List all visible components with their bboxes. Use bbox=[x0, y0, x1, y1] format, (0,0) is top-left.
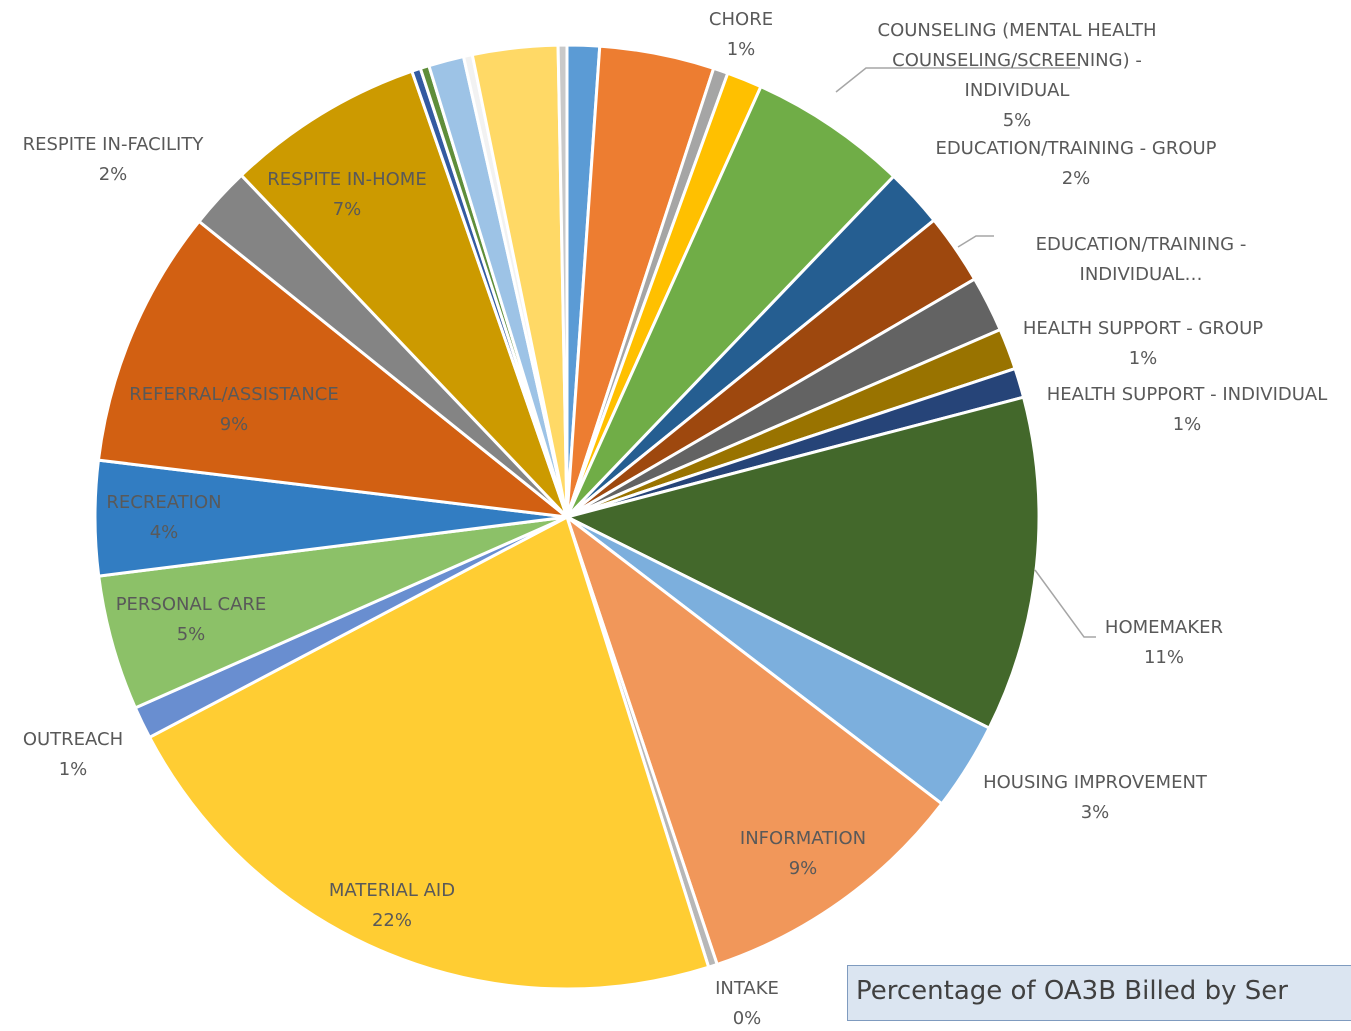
category-label: CHORE bbox=[708, 9, 774, 30]
leader-line bbox=[835, 67, 1080, 93]
value-label: 7% bbox=[332, 199, 362, 220]
value-label: 4% bbox=[149, 522, 179, 543]
slice-label: RESPITE IN-HOME 7% bbox=[237, 165, 457, 225]
value-label: 0% bbox=[732, 1008, 762, 1029]
category-label: COUNSELING (MENTAL HEALTH COUNSELING/SCR… bbox=[877, 20, 1157, 101]
slice-label: PERSONAL CARE 5% bbox=[81, 590, 301, 650]
category-label: HEALTH SUPPORT - INDIVIDUAL bbox=[1046, 384, 1328, 405]
slice-label: HEALTH SUPPORT - GROUP 1% bbox=[983, 314, 1303, 374]
value-label: 1% bbox=[58, 759, 88, 780]
pie-slice bbox=[565, 515, 944, 966]
category-label: RECREATION bbox=[106, 492, 222, 513]
pie-slice bbox=[96, 219, 569, 519]
slice-label: RECREATION 4% bbox=[64, 488, 264, 548]
value-label: 11% bbox=[1143, 647, 1184, 668]
category-label: RESPITE IN-FACILITY bbox=[22, 134, 204, 155]
category-label: HOUSING IMPROVEMENT bbox=[983, 772, 1207, 793]
category-label: INFORMATION bbox=[739, 828, 867, 849]
category-label: PERSONAL CARE bbox=[115, 594, 267, 615]
value-label: 22% bbox=[371, 910, 412, 931]
value-label: 9% bbox=[788, 858, 818, 879]
pie-slice bbox=[565, 395, 1041, 730]
value-label: 5% bbox=[176, 624, 206, 645]
value-label: 2% bbox=[98, 164, 128, 185]
value-label: 9% bbox=[219, 414, 249, 435]
pie bbox=[93, 43, 1041, 991]
leader-line bbox=[957, 235, 994, 248]
slice-label: REFERRAL/ASSISTANCE 9% bbox=[94, 380, 374, 440]
slice-label: INTAKE 0% bbox=[687, 974, 807, 1031]
pie-slice bbox=[239, 69, 569, 519]
slice-label: HOUSING IMPROVEMENT 3% bbox=[945, 768, 1245, 828]
value-label: 1% bbox=[726, 39, 756, 60]
category-label: EDUCATION/TRAINING - INDIVIDUAL… bbox=[1035, 234, 1247, 285]
slice-label: EDUCATION/TRAINING - INDIVIDUAL… bbox=[1021, 230, 1261, 290]
category-label: OUTREACH bbox=[22, 729, 124, 750]
slice-label: OUTREACH 1% bbox=[3, 725, 143, 785]
pie-slice bbox=[556, 43, 569, 519]
pie-slice bbox=[148, 515, 711, 991]
value-label: 5% bbox=[1002, 110, 1032, 131]
slice-label: INFORMATION 9% bbox=[703, 824, 903, 884]
slice-label: COUNSELING (MENTAL HEALTH COUNSELING/SCR… bbox=[852, 16, 1182, 136]
value-label: 2% bbox=[1061, 168, 1091, 189]
category-label: MATERIAL AID bbox=[328, 880, 456, 901]
category-label: REFERRAL/ASSISTANCE bbox=[129, 384, 339, 405]
category-label: HOMEMAKER bbox=[1104, 617, 1224, 638]
value-label: 3% bbox=[1080, 802, 1110, 823]
category-label: INTAKE bbox=[715, 978, 779, 999]
pie-slice bbox=[565, 85, 896, 519]
value-label: 1% bbox=[1172, 414, 1202, 435]
title-box: Percentage of OA3B Billed by Ser bbox=[847, 965, 1351, 1021]
slice-label: MATERIAL AID 22% bbox=[282, 876, 502, 936]
slice-label: EDUCATION/TRAINING - GROUP 2% bbox=[896, 134, 1256, 194]
slice-label: CHORE 1% bbox=[681, 5, 801, 65]
value-label: 1% bbox=[1128, 348, 1158, 369]
leader-line bbox=[1034, 569, 1096, 638]
slice-label: HOMEMAKER 11% bbox=[1064, 613, 1264, 673]
chart-title: Percentage of OA3B Billed by Ser bbox=[856, 976, 1288, 1006]
slice-label: HEALTH SUPPORT - INDIVIDUAL 1% bbox=[1022, 380, 1351, 440]
category-label: EDUCATION/TRAINING - GROUP bbox=[935, 138, 1217, 159]
slice-label: RESPITE IN-FACILITY 2% bbox=[3, 130, 223, 190]
category-label: HEALTH SUPPORT - GROUP bbox=[1022, 318, 1264, 339]
category-label: RESPITE IN-HOME bbox=[267, 169, 427, 190]
